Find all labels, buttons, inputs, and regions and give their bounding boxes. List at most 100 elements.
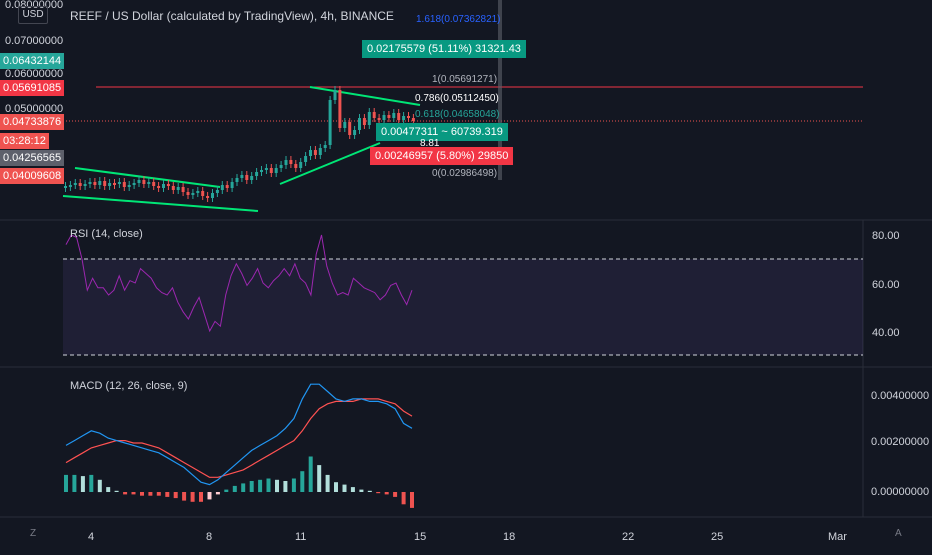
- macd-signal-line: [65, 398, 413, 478]
- macd-histogram-bar: [266, 478, 271, 492]
- measure-box-up[interactable]: 0.02175579 (51.11%) 31321.43: [362, 40, 526, 58]
- measure-box-down[interactable]: 0.00246957 (5.80%) 29850: [370, 147, 514, 165]
- macd-histogram-bar: [350, 487, 355, 492]
- macd-histogram-bar: [80, 476, 85, 492]
- candle-body: [260, 170, 263, 172]
- macd-histogram-bar: [106, 487, 111, 492]
- candle-body: [411, 118, 415, 121]
- time-tick: 8: [206, 531, 212, 543]
- macd-histogram-bar: [376, 492, 381, 494]
- channel-top-line[interactable]: [74, 167, 221, 188]
- candle-body: [108, 183, 112, 186]
- macd-histogram-bar: [334, 482, 338, 492]
- candle-body: [377, 118, 381, 120]
- fib-level-label[interactable]: 0.786(0.05112450): [415, 93, 499, 104]
- candle-body: [127, 185, 131, 187]
- fib-level-label[interactable]: 0.618(0.04658048): [415, 109, 500, 120]
- macd-histogram-bar: [182, 492, 187, 501]
- candle-body: [186, 192, 190, 195]
- candle-body: [225, 185, 229, 188]
- macd-histogram-bar: [97, 479, 102, 493]
- candle-body: [269, 168, 273, 173]
- macd-histogram-bar: [401, 492, 406, 505]
- candle-body: [387, 115, 391, 118]
- candle-body: [402, 116, 406, 120]
- macd-tick: 0.00000000: [871, 486, 929, 498]
- candle-body: [304, 156, 308, 162]
- candle-body: [137, 180, 141, 183]
- macd-histogram-bar: [114, 490, 119, 492]
- macd-histogram-bar: [207, 492, 212, 500]
- candle-body: [103, 181, 107, 186]
- candle-body: [397, 113, 401, 120]
- candle-body: [362, 118, 366, 125]
- candle-body: [68, 185, 72, 187]
- candle-body: [93, 182, 97, 185]
- macd-histogram-bar: [165, 492, 170, 497]
- macd-series: [64, 383, 414, 508]
- candle-body: [294, 164, 298, 168]
- candle-body: [196, 191, 200, 193]
- fib-bar[interactable]: [498, 0, 502, 180]
- price-tick: 0.06000000: [5, 68, 63, 80]
- candle-body: [83, 184, 87, 186]
- candle-body: [255, 172, 259, 176]
- macd-histogram-bar: [173, 492, 178, 499]
- time-tick: 25: [711, 531, 723, 543]
- candle-body: [382, 115, 386, 120]
- macd-histogram-bar: [140, 492, 144, 496]
- candle-body: [392, 113, 396, 118]
- candle-body: [235, 178, 239, 182]
- macd-histogram-bar: [342, 484, 347, 492]
- candle-body: [117, 182, 121, 184]
- triangle-top-line[interactable]: [309, 86, 421, 106]
- macd-histogram-bar: [300, 471, 305, 492]
- currency-button[interactable]: USD: [18, 6, 48, 24]
- candle-body: [318, 148, 322, 155]
- macd-histogram-bar: [224, 489, 229, 492]
- candle-body: [407, 116, 410, 118]
- candle-body: [191, 193, 195, 195]
- price-tag-low: 0.04009608: [0, 168, 65, 184]
- macd-histogram-bar: [410, 492, 414, 508]
- price-tick: 0.05000000: [5, 103, 63, 115]
- time-tick: 15: [414, 531, 426, 543]
- measure-box-mid[interactable]: 0.00477311 ~ 60739.319: [376, 123, 508, 141]
- macd-histogram-bar: [64, 474, 68, 492]
- candle-body: [367, 112, 371, 125]
- macd-histogram-bar: [156, 492, 161, 496]
- fib-level-label[interactable]: 0(0.02986498): [432, 168, 498, 179]
- macd-histogram-bar: [72, 474, 77, 492]
- candle-body: [343, 122, 347, 128]
- candle-body: [78, 183, 82, 186]
- candle-body: [181, 187, 185, 192]
- price-tag-current: 0.04733876: [0, 114, 65, 130]
- rsi-tick: 80.00: [872, 230, 900, 242]
- macd-histogram-bar: [215, 492, 220, 495]
- rsi-title[interactable]: RSI (14, close): [70, 228, 143, 240]
- macd-histogram-bar: [89, 474, 94, 492]
- candle-body: [98, 181, 102, 185]
- candle-body: [211, 193, 214, 198]
- candle-body: [264, 168, 268, 170]
- channel-bottom-line[interactable]: [62, 195, 259, 212]
- candle-body: [157, 186, 161, 188]
- zoom-icon[interactable]: Z: [30, 528, 37, 539]
- candle-body: [142, 180, 146, 184]
- macd-histogram-bar: [249, 481, 254, 492]
- auto-scale-icon[interactable]: A: [895, 528, 902, 539]
- candle-body: [152, 182, 156, 186]
- candle-body: [215, 190, 219, 193]
- macd-histogram-bar: [283, 481, 288, 492]
- candle-body: [132, 183, 136, 185]
- triangle-bottom-line[interactable]: [279, 142, 381, 185]
- macd-tick: 0.00200000: [871, 436, 929, 448]
- candle-body: [171, 186, 175, 190]
- macd-histogram-bar: [131, 492, 136, 495]
- candle-body: [176, 187, 180, 190]
- fib-level-label[interactable]: 1.618(0.07362821): [416, 14, 501, 25]
- macd-title[interactable]: MACD (12, 26, close, 9): [70, 380, 188, 392]
- fib-level-label[interactable]: 1(0.05691271): [432, 74, 498, 85]
- macd-histogram-bar: [317, 465, 322, 492]
